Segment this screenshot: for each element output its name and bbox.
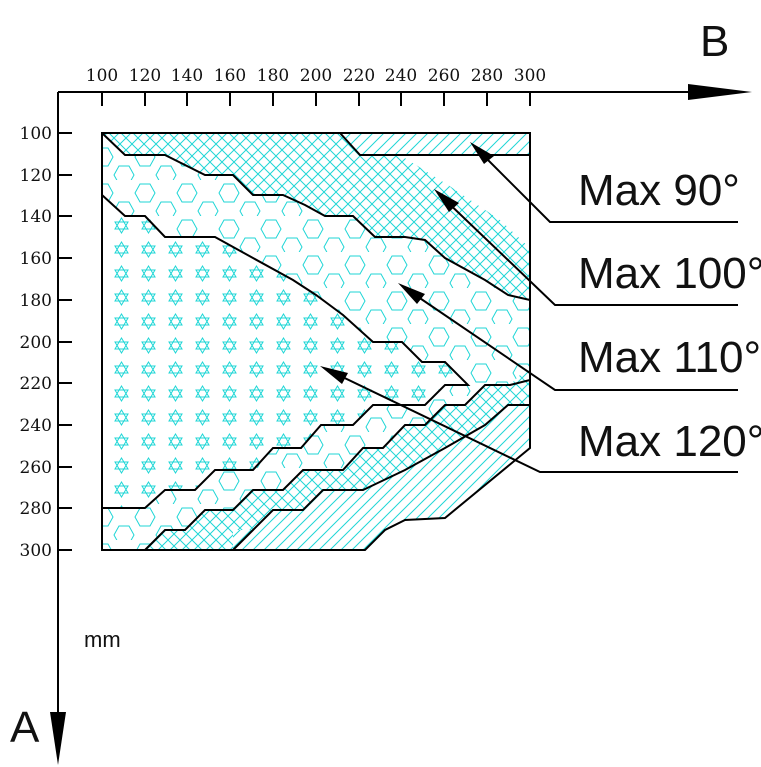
arrowhead-120 (320, 366, 348, 384)
zone-label-100: Max 100° (578, 249, 761, 298)
boundary-120-110 (101, 194, 471, 509)
boundary-110-100-upper (101, 132, 531, 301)
axis-letter-a: A (10, 703, 40, 752)
leader-100 (439, 194, 738, 306)
leader-90 (475, 147, 738, 223)
y-tick-label: 200 (20, 333, 52, 353)
y-tick-label: 260 (20, 458, 52, 478)
y-tick-label: 140 (20, 207, 52, 227)
x-tick-label: 260 (428, 66, 460, 86)
x-tick-label: 140 (171, 66, 203, 86)
zone-fill-90-lower (233, 405, 530, 550)
zone-label-120: Max 120° (578, 417, 761, 466)
x-tick-label: 180 (257, 66, 289, 86)
x-tick-label: 300 (514, 66, 546, 86)
leader-lines (327, 147, 738, 473)
outline (101, 132, 531, 551)
leader-110 (404, 287, 738, 391)
x-tick-marks (101, 92, 531, 106)
arrowhead-100 (434, 189, 459, 212)
x-tick-label: 160 (214, 66, 246, 86)
y-tick-label: 100 (20, 124, 52, 144)
x-tick-labels: 100 120 140 160 180 200 220 240 260 280 … (86, 66, 546, 86)
y-tick-label: 240 (20, 416, 52, 436)
y-tick-label: 300 (20, 541, 52, 561)
axis-letter-b: B (700, 17, 729, 66)
x-tick-label: 200 (300, 66, 332, 86)
x-tick-label: 240 (385, 66, 417, 86)
boundary-110-100-lower (144, 379, 531, 551)
x-tick-label: 220 (343, 66, 375, 86)
y-tick-label: 220 (20, 374, 52, 394)
y-tick-labels: 100 120 140 160 180 200 220 240 260 280 … (20, 124, 52, 561)
arrowhead-90 (470, 142, 494, 164)
y-tick-label: 280 (20, 499, 52, 519)
y-tick-label: 160 (20, 249, 52, 269)
leader-120 (327, 369, 738, 473)
x-tick-label: 100 (86, 66, 118, 86)
arrowhead-110 (398, 283, 425, 304)
x-tick-label: 120 (129, 66, 161, 86)
boundary-100-90-upper (339, 132, 530, 156)
a-axis-arrow (50, 712, 66, 765)
b-axis-arrow (688, 84, 752, 100)
zone-fill-100-lower (145, 365, 530, 550)
zone-label-110: Max 110° (578, 333, 761, 382)
x-tick-label: 280 (471, 66, 503, 86)
y-tick-label: 180 (20, 291, 52, 311)
leader-arrowheads (320, 142, 494, 384)
zone-label-90: Max 90° (578, 166, 740, 215)
zone-fill-90 (340, 133, 530, 155)
zone-boundaries (101, 132, 531, 551)
y-tick-marks (58, 132, 72, 551)
unit-label: mm (84, 627, 121, 652)
boundary-100-90-lower (232, 404, 530, 551)
zone-fill-120 (102, 133, 468, 508)
y-tick-label: 120 (20, 166, 52, 186)
zone-fills (102, 133, 530, 550)
axes (50, 84, 752, 765)
